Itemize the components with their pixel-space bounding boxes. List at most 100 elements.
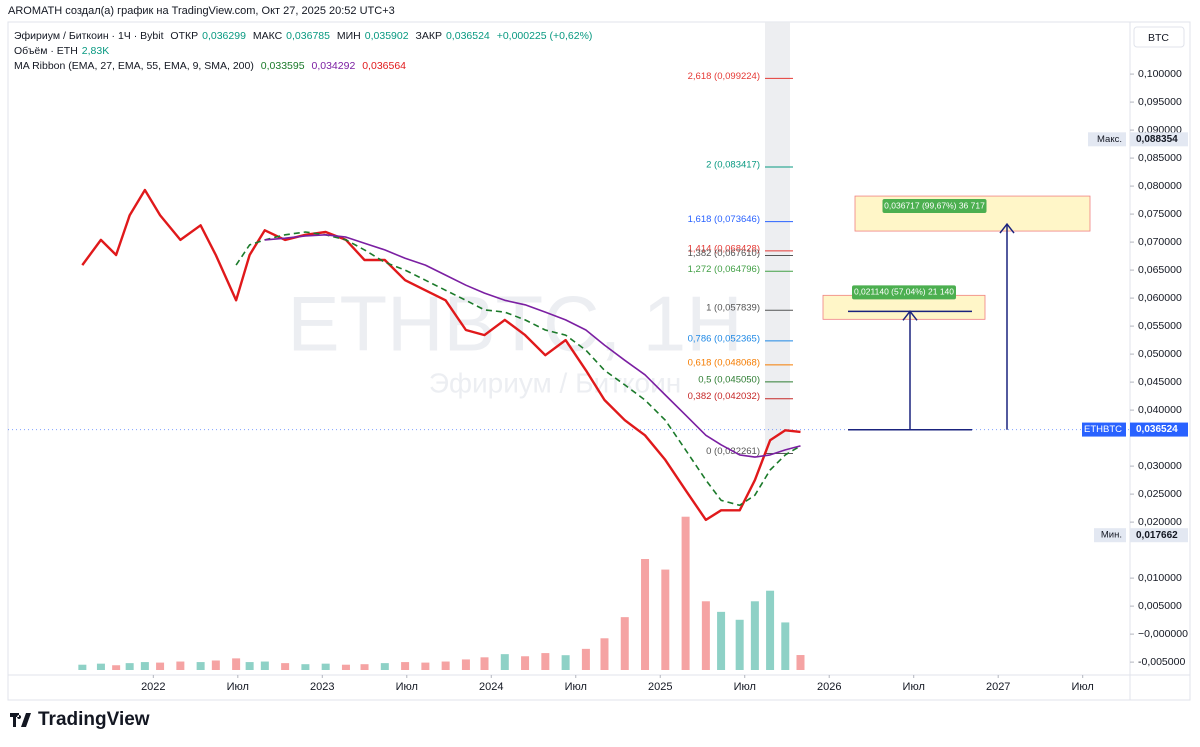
ohlc-value: 0,035902 <box>364 30 409 42</box>
ohlc-value: 0,036524 <box>445 30 490 42</box>
x-tick-label: 2022 <box>141 681 165 693</box>
fib-label: 1 (0,057839) <box>706 303 760 314</box>
volume-bar <box>321 663 330 670</box>
y-tick-label: 0,065000 <box>1138 264 1182 276</box>
volume-bar <box>96 663 105 670</box>
volume-title: Объём · ETH <box>14 45 78 57</box>
watermark: ETHBTC, 1H <box>287 280 742 368</box>
volume-bar <box>620 617 629 670</box>
volume-bar <box>211 660 220 670</box>
price-label: 0,017662 <box>1136 530 1178 541</box>
fib-zone <box>765 22 790 454</box>
arrow-head <box>999 222 1015 234</box>
x-tick-label: 2026 <box>817 681 841 693</box>
y-tick-label: 0,080000 <box>1138 180 1182 192</box>
fib-label: 0,5 (0,045050) <box>698 374 760 385</box>
price-label: 0,036524 <box>1136 424 1178 435</box>
volume-bar <box>260 661 269 670</box>
measure-label: 0,021140 (57,04%) 21 140 <box>854 287 954 297</box>
ma-line <box>81 188 801 522</box>
volume-bar <box>176 661 185 670</box>
fib-label: 1,618 (0,073646) <box>688 214 760 225</box>
brand: TradingView <box>38 709 150 730</box>
volume-bar <box>401 662 410 670</box>
x-tick-label: Июл <box>227 681 249 693</box>
x-tick-label: 2024 <box>479 681 503 693</box>
y-tick-label: −0,000000 <box>1138 628 1188 640</box>
price-tag-bg <box>1088 132 1126 147</box>
chart-frame <box>7 21 1191 701</box>
ma-line <box>264 234 801 458</box>
legend-row: Эфириум / Биткоин · 1Ч · Bybit ОТКР 0,036… <box>14 30 596 42</box>
volume-bar <box>661 569 670 670</box>
watermark-sub: Эфириум / Биткоин <box>429 367 681 398</box>
volume-bar <box>196 662 205 670</box>
y-tick-label: 0,030000 <box>1138 460 1182 472</box>
fib-label: 2,618 (0,099224) <box>688 71 760 82</box>
volume-bar <box>112 665 121 670</box>
x-tick-label: 2027 <box>986 681 1010 693</box>
volume-bar <box>750 601 759 670</box>
x-tick-label: Июл <box>903 681 925 693</box>
arrow-head <box>902 310 918 321</box>
volume-bar <box>245 662 254 670</box>
y-tick-label: 0,010000 <box>1138 572 1182 584</box>
price-label-bg <box>1130 422 1188 437</box>
price-label: 0,088354 <box>1136 134 1178 145</box>
volume-bar <box>641 559 650 670</box>
x-tick-label: Июл <box>1072 681 1094 693</box>
fib-label: 2 (0,083417) <box>706 159 760 170</box>
ohlc-label: МИН <box>336 30 361 42</box>
y-tick-label: 0,020000 <box>1138 516 1182 528</box>
volume-bar <box>140 662 149 670</box>
fib-label: 0,786 (0,052365) <box>688 333 760 344</box>
volume-bar <box>156 662 165 670</box>
ribbon-title: MA Ribbon (EMA, 27, EMA, 55, EMA, 9, SMA… <box>14 60 254 72</box>
measure-label-bg <box>882 199 987 214</box>
measure-label-bg <box>852 285 956 300</box>
footer: TradingView <box>10 709 150 731</box>
price-tag: Макс. <box>1097 134 1122 145</box>
fib-label: 0,382 (0,042032) <box>688 391 760 402</box>
volume-value: 2,83K <box>81 45 110 57</box>
symbol: Эфириум / Биткоин · 1Ч · Bybit <box>14 30 164 42</box>
y-tick-label: 0,085000 <box>1138 152 1182 164</box>
volume-bar <box>500 654 509 670</box>
y-tick-label: 0,040000 <box>1138 404 1182 416</box>
ohlc-label: ЗАКР <box>415 30 442 42</box>
volume-bar <box>78 664 87 670</box>
volume-bar <box>341 664 350 670</box>
volume-bar <box>600 638 609 670</box>
fib-label: 0,618 (0,048068) <box>688 357 760 368</box>
y-tick-label: 0,045000 <box>1138 376 1182 388</box>
volume-bar <box>717 611 726 670</box>
volume-bar <box>701 601 710 670</box>
price-tag: Мин. <box>1101 530 1122 541</box>
y-tick-label: 0,100000 <box>1138 68 1182 80</box>
volume-bar <box>766 590 775 670</box>
volume-bar <box>281 663 290 670</box>
x-tick-label: Июл <box>734 681 756 693</box>
x-tick-label: Июл <box>565 681 587 693</box>
ohlc-value: 0,036299 <box>202 30 246 42</box>
ohlc-label: ОТКР <box>170 30 199 42</box>
price-tag-bg <box>1094 528 1126 543</box>
logo <box>10 713 31 727</box>
y-tick-label: 0,005000 <box>1138 600 1182 612</box>
x-tick-label: Июл <box>396 681 418 693</box>
volume-bar <box>561 655 570 670</box>
fib-label: 1,382 (0,067610) <box>688 248 760 259</box>
price-tag-bg <box>1082 422 1126 437</box>
y-tick-label: 0,055000 <box>1138 320 1182 332</box>
fib-label: 1,272 (0,064796) <box>688 264 760 275</box>
x-tick-label: 2025 <box>648 681 672 693</box>
volume-bar <box>380 663 389 670</box>
price-label-bg <box>1130 132 1188 147</box>
y-tick-label: -0,005000 <box>1138 656 1185 668</box>
currency-box <box>1133 26 1185 48</box>
ribbon-value: 0,033595 <box>260 60 305 72</box>
price-tag: ETHBTC <box>1084 424 1122 435</box>
volume-bar <box>521 656 530 670</box>
